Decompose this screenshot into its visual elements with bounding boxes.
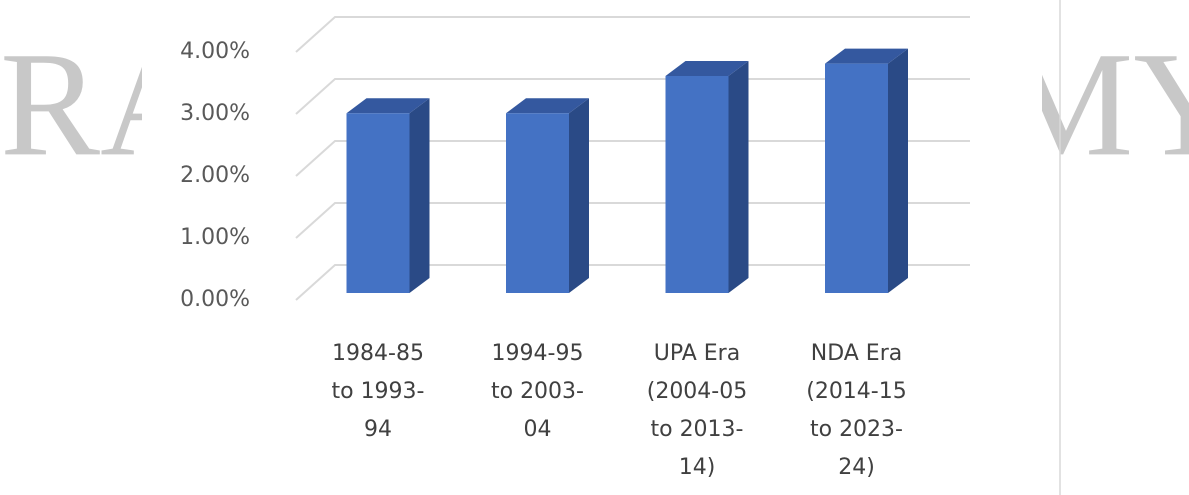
x-tick-label: to 2013- bbox=[650, 417, 743, 442]
y-tick-label: 0.00% bbox=[180, 287, 250, 312]
x-tick-label: 1984-85 bbox=[332, 341, 424, 366]
x-tick-label: (2014-15 bbox=[806, 379, 907, 404]
bar-top bbox=[346, 98, 430, 114]
bar bbox=[825, 48, 908, 293]
x-tick-label: UPA Era bbox=[654, 341, 740, 366]
x-tick-label: 24) bbox=[838, 455, 875, 480]
x-tick-label: to 2003- bbox=[491, 379, 584, 404]
y-tick-label: 3.00% bbox=[180, 101, 250, 126]
grid-line bbox=[295, 140, 970, 177]
bar bbox=[346, 98, 430, 293]
bar bbox=[665, 61, 749, 293]
x-tick-label: 14) bbox=[679, 455, 716, 480]
x-tick-label: to 2023- bbox=[810, 417, 903, 442]
y-tick-label: 2.00% bbox=[180, 163, 250, 188]
x-tick-label: to 1993- bbox=[331, 379, 424, 404]
bar-front bbox=[506, 113, 569, 293]
grid-line bbox=[295, 16, 970, 53]
bar-top bbox=[665, 61, 749, 76]
x-tick-label: 04 bbox=[524, 417, 552, 442]
x-tick-label: 94 bbox=[364, 417, 392, 442]
x-tick-label: NDA Era bbox=[811, 341, 902, 366]
bar-front bbox=[825, 63, 888, 293]
bar-side bbox=[888, 48, 908, 293]
bar bbox=[506, 98, 589, 293]
y-tick-label: 4.00% bbox=[180, 39, 250, 64]
bar-side bbox=[728, 61, 749, 293]
grid-line bbox=[295, 78, 970, 115]
bar-side bbox=[569, 98, 589, 293]
y-tick-label: 1.00% bbox=[180, 225, 250, 250]
bar-front bbox=[665, 76, 729, 293]
bar-side bbox=[409, 98, 430, 293]
bar-front bbox=[346, 113, 410, 293]
x-tick-label: (2004-05 bbox=[647, 379, 748, 404]
grid-line bbox=[295, 264, 970, 301]
x-tick-label: 1994-95 bbox=[492, 341, 584, 366]
bar-top bbox=[506, 98, 589, 114]
bar-top bbox=[825, 48, 908, 64]
grid-line bbox=[295, 202, 970, 239]
